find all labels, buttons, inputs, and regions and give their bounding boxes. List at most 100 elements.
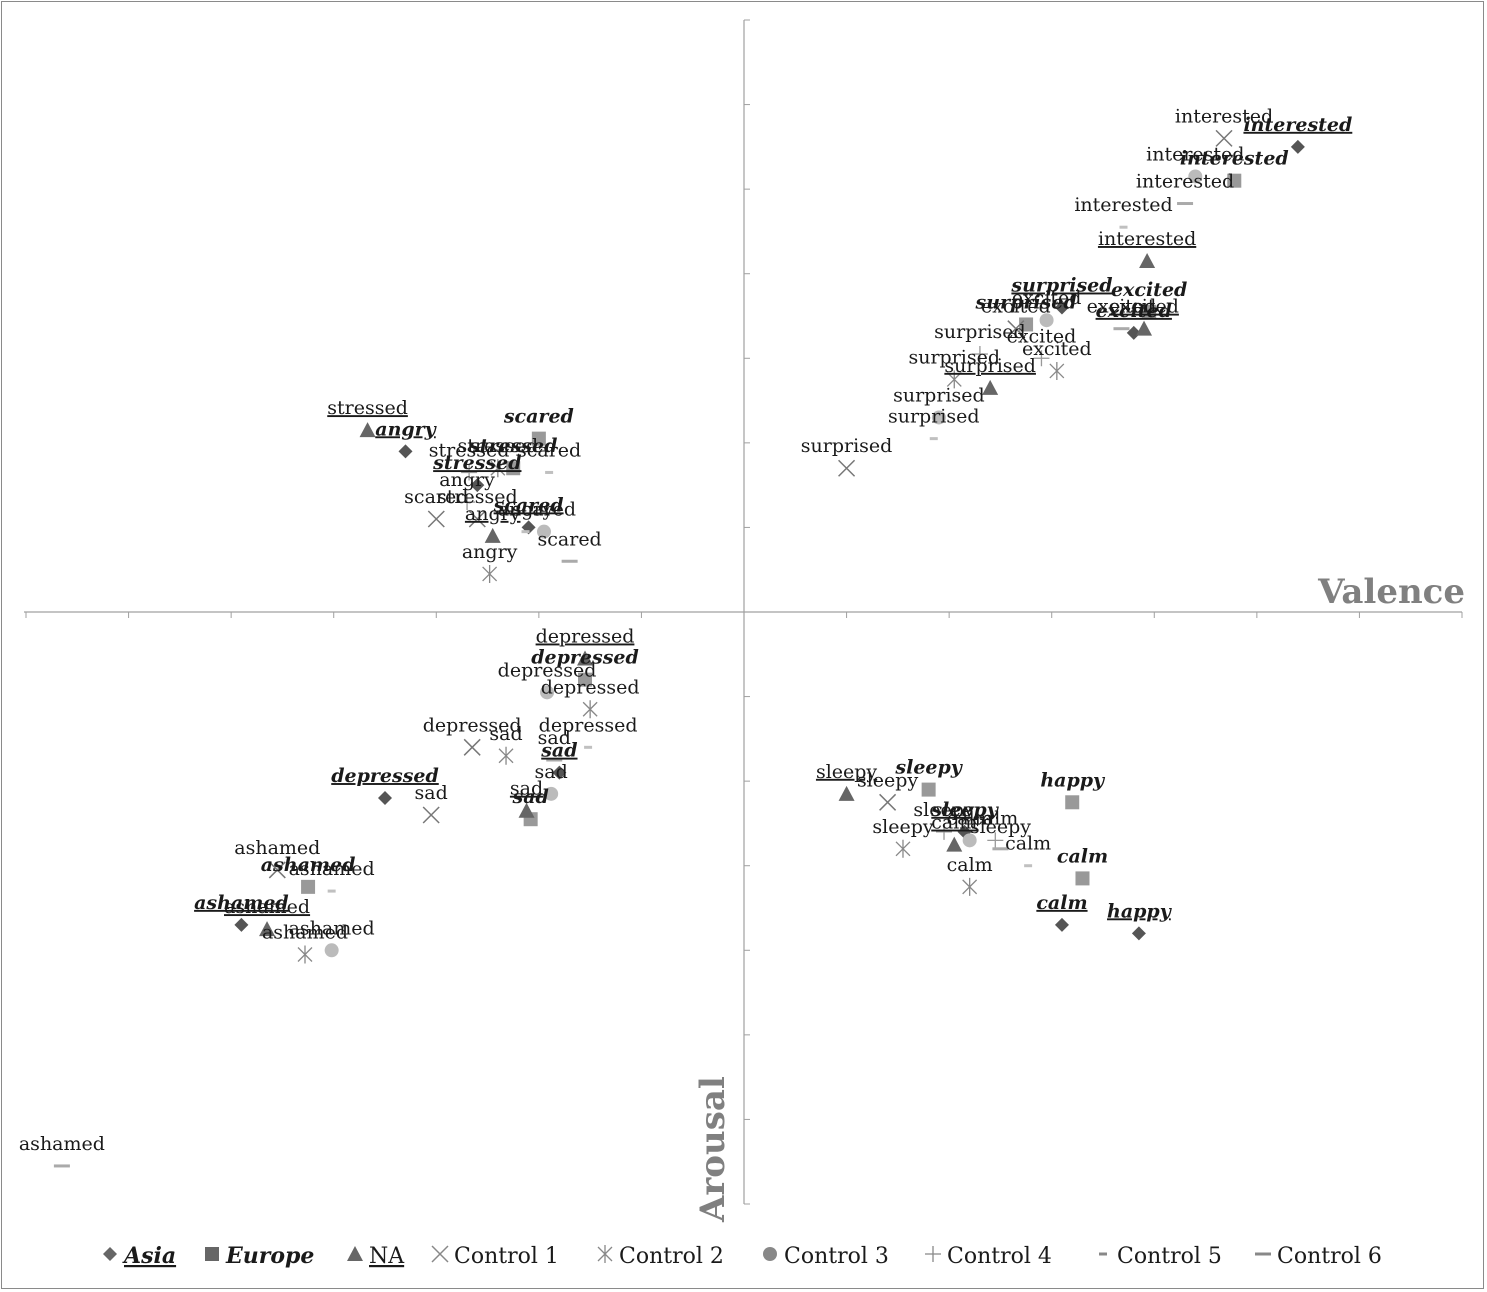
point-label: excited (1012, 287, 1082, 309)
point-europe-stressed (506, 461, 521, 476)
legend-marker-control-6 (1255, 1252, 1271, 1256)
point-control-2-stressed (490, 459, 506, 478)
point-control-6-scared (561, 559, 578, 563)
point-label: stressed (468, 435, 557, 457)
point-label: happy (1040, 769, 1106, 791)
point-control-3-sad (544, 786, 559, 801)
point-label: surprised (801, 435, 893, 457)
legend-marker-control-5 (1099, 1252, 1107, 1256)
point-label: depressed (423, 714, 522, 736)
point-control-2-sad (498, 746, 514, 765)
point-control-2-angry (482, 564, 498, 583)
point-label: surprised (908, 346, 1000, 368)
point-label: excited (1111, 279, 1187, 301)
point-label: sad (540, 740, 577, 762)
point-label: scared (493, 494, 564, 516)
point-control-5-angry (521, 530, 530, 534)
point-na-sleepy (838, 785, 855, 801)
point-label: scared (517, 439, 581, 461)
point-europe-ashamed (301, 879, 316, 894)
point-asia-depressed (378, 791, 392, 806)
point-control-3-excited (1039, 313, 1054, 328)
point-control-2-excited (1049, 361, 1065, 380)
point-na-depressed (577, 650, 594, 666)
point-label: angry (439, 469, 495, 491)
point-label: surprised (888, 406, 980, 428)
point-europe-scared (531, 431, 546, 446)
point-control-6-sad (546, 758, 563, 762)
point-control-5-ashamed (327, 889, 336, 893)
point-label: excited (1087, 296, 1157, 318)
point-label: depressed (531, 647, 639, 669)
point-na-calm (946, 836, 963, 852)
point-asia-ashamed (234, 917, 249, 932)
point-label: sleepy (857, 769, 918, 791)
point-label: sad (538, 727, 571, 749)
point-label: sleepy (970, 816, 1031, 838)
point-label: stressed (437, 486, 518, 508)
point-label: sleepy (913, 799, 974, 821)
point-asia-stressed (470, 478, 485, 493)
chart-legend: Asia Europe NA Control 1 Control 2 Control 3 C… (103, 1243, 1382, 1269)
point-control-6-excited (1113, 327, 1130, 331)
point-label: interested (1074, 194, 1172, 216)
point-europe-happy (1065, 795, 1080, 810)
point-asia-angry (398, 444, 413, 459)
point-label: calm (931, 812, 977, 834)
point-label: ashamed (261, 854, 356, 876)
point-europe-sleepy (921, 782, 936, 797)
point-control-1-depressed (463, 738, 481, 756)
point-control-6-ashamed (53, 1164, 70, 1168)
point-label: stressed (432, 452, 521, 474)
point-europe-interested (1227, 173, 1242, 188)
point-control-5-surprised (929, 437, 938, 441)
point-control-3-scared (536, 524, 551, 539)
point-label: depressed (498, 659, 597, 681)
point-label: excited (1109, 296, 1179, 318)
point-label: angry (462, 541, 518, 563)
point-label: depressed (331, 765, 439, 787)
legend-marker-na (347, 1246, 363, 1261)
point-label: ashamed (289, 917, 375, 939)
point-na-sad (518, 802, 535, 818)
point-label: ashamed (262, 922, 348, 944)
legend-marker-asia (103, 1247, 117, 1261)
point-label: interested (1098, 228, 1196, 250)
point-control-2-calm (962, 877, 978, 896)
point-label: interested (1136, 171, 1234, 193)
chart-points (53, 129, 1305, 1168)
point-control-4-surprised (971, 346, 988, 363)
legend-marker-control-4 (925, 1246, 941, 1262)
point-label: depressed (541, 676, 640, 698)
point-label: interested (1146, 143, 1244, 165)
point-asia-excited (1126, 325, 1141, 340)
point-control-4-excited (1033, 350, 1050, 367)
point-control-3-calm (962, 833, 977, 848)
point-label: surprised (1010, 275, 1112, 297)
legend-item-label: Control 5 (1117, 1244, 1222, 1269)
point-label: excited (1022, 338, 1092, 360)
point-control-5-scared (545, 470, 554, 474)
legend-item-label: Control 1 (454, 1244, 559, 1269)
legend-item-label: Control 3 (784, 1244, 889, 1269)
point-na-angry (484, 527, 501, 543)
legend-marker-europe (205, 1247, 219, 1261)
point-control-2-depressed (582, 700, 598, 719)
point-label: sad (489, 723, 522, 745)
legend-item-label: Control 2 (619, 1244, 724, 1269)
x-axis-title: Valence (1317, 572, 1465, 612)
point-label: sleepy (816, 761, 877, 783)
point-na-stressed (359, 422, 376, 438)
point-label: angry (375, 418, 437, 440)
point-control-3-ashamed (324, 943, 339, 958)
legend-item-label: NA (369, 1244, 405, 1269)
point-control-1-stressed (468, 510, 486, 528)
legend-item-label: Control 4 (947, 1244, 1052, 1269)
point-control-1-interested (1215, 129, 1233, 147)
point-label: angry (465, 503, 521, 525)
point-label: scared (404, 486, 468, 508)
point-control-1-ashamed (268, 861, 286, 879)
point-control-3-interested (1188, 169, 1203, 184)
